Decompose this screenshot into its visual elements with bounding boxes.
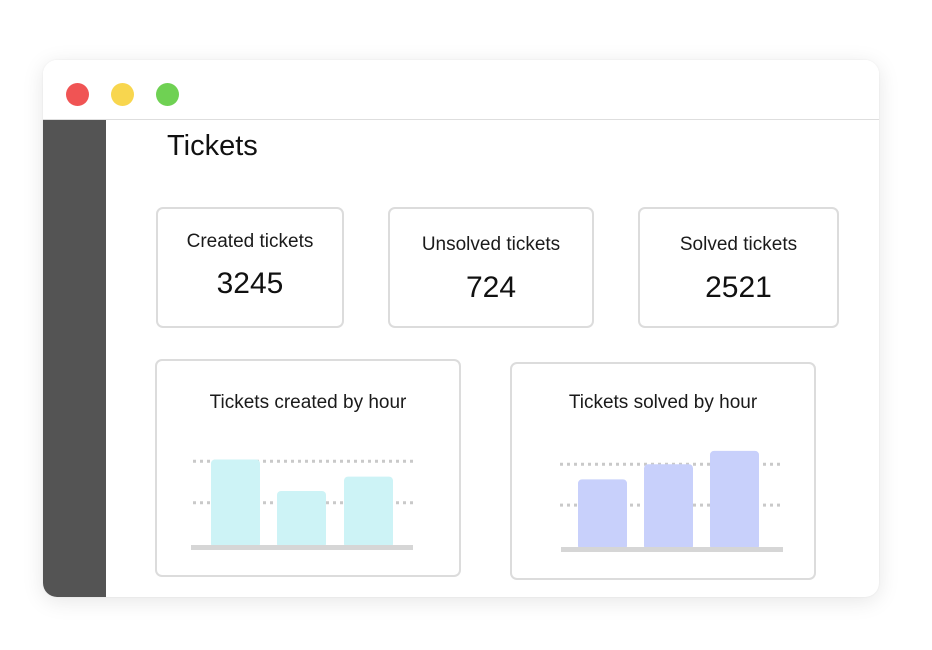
created-by-hour-chart-title: Tickets created by hour: [209, 392, 407, 413]
chart-bar: [211, 459, 260, 548]
unsolved-tickets-card[interactable]: Unsolved tickets 724: [388, 207, 594, 328]
solved-by-hour-chart-card: Tickets solved by hour: [510, 362, 816, 580]
solved-by-hour-chart-title: Tickets solved by hour: [568, 392, 758, 413]
chart-bar: [277, 491, 326, 548]
chart-baseline: [191, 545, 413, 550]
close-window-button[interactable]: [66, 83, 89, 106]
created-tickets-card[interactable]: Created tickets 3245: [156, 207, 344, 328]
page-title: Tickets: [167, 130, 258, 162]
unsolved-tickets-value: 724: [465, 271, 517, 304]
chart-bar: [710, 450, 759, 550]
chart-bar: [644, 464, 693, 550]
app-window: Tickets Created tickets 3245 Unsolved ti…: [43, 60, 879, 597]
solved-tickets-card[interactable]: Solved tickets 2521: [638, 207, 839, 328]
maximize-window-button[interactable]: [156, 83, 179, 106]
created-by-hour-chart: [191, 459, 413, 550]
solved-tickets-label: Solved tickets: [679, 234, 798, 255]
chart-bar: [344, 476, 393, 548]
solved-by-hour-chart: [560, 450, 783, 552]
created-by-hour-chart-card: Tickets created by hour: [155, 359, 461, 577]
chart-baseline: [561, 547, 783, 552]
title-bar: [43, 60, 879, 120]
sidebar: [43, 120, 106, 597]
minimize-window-button[interactable]: [111, 83, 134, 106]
created-tickets-value: 3245: [216, 267, 284, 300]
created-tickets-label: Created tickets: [186, 231, 314, 252]
unsolved-tickets-label: Unsolved tickets: [421, 234, 561, 255]
solved-tickets-value: 2521: [705, 271, 772, 304]
chart-bar: [578, 479, 627, 550]
